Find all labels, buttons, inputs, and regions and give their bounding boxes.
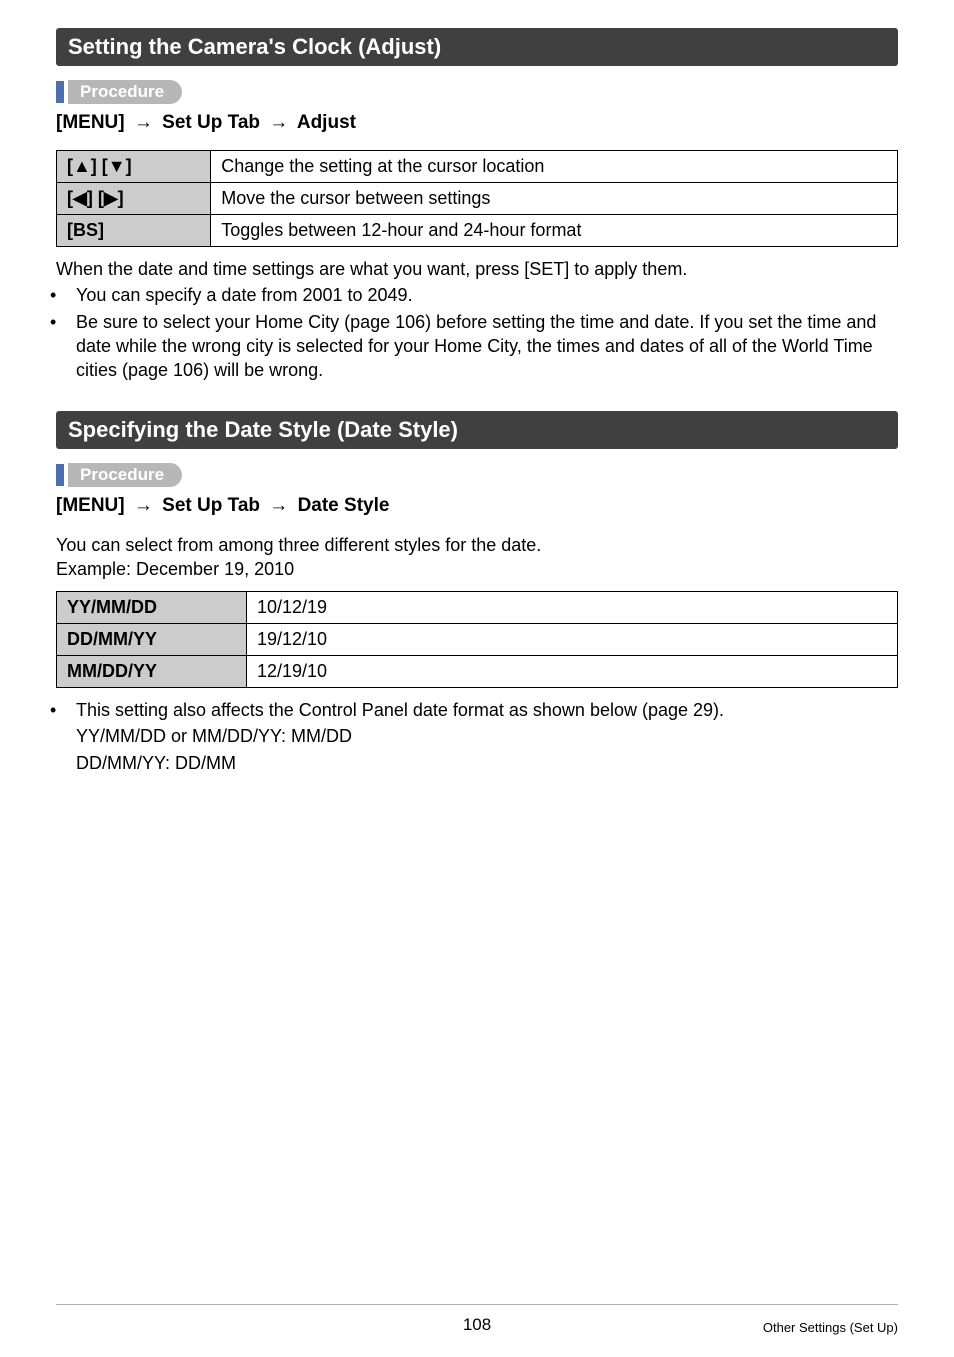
menu-path-2: [MENU] → Set Up Tab → Date Style bbox=[56, 495, 898, 517]
section1-title: Setting the Camera's Clock (Adjust) bbox=[56, 28, 898, 66]
key-cell: [BS] bbox=[57, 215, 211, 247]
table-row: [◀] [▶] Move the cursor between settings bbox=[57, 183, 898, 215]
page-root: Setting the Camera's Clock (Adjust) Proc… bbox=[0, 0, 954, 1357]
procedure-accent-icon bbox=[56, 464, 64, 486]
section2-title: Specifying the Date Style (Date Style) bbox=[56, 411, 898, 449]
bullet-item: •This setting also affects the Control P… bbox=[56, 698, 898, 722]
menu-path-2-part2: Date Style bbox=[298, 495, 390, 516]
bullet-sub: YY/MM/DD or MM/DD/YY: MM/DD bbox=[56, 724, 898, 748]
footer-section-label: Other Settings (Set Up) bbox=[698, 1320, 898, 1335]
key-cell: MM/DD/YY bbox=[57, 656, 247, 688]
arrow-icon: → bbox=[269, 112, 288, 134]
bullet-text: DD/MM/YY: DD/MM bbox=[76, 753, 236, 773]
desc-cell: Toggles between 12-hour and 24-hour form… bbox=[211, 215, 898, 247]
key-cell: [▲] [▼] bbox=[57, 151, 211, 183]
bullet-text: You can specify a date from 2001 to 2049… bbox=[76, 285, 413, 305]
page-number: 108 bbox=[256, 1315, 698, 1335]
table-row: [BS] Toggles between 12-hour and 24-hour… bbox=[57, 215, 898, 247]
arrow-icon: → bbox=[134, 112, 153, 134]
bullet-sub: DD/MM/YY: DD/MM bbox=[56, 751, 898, 775]
section1-paragraph: When the date and time settings are what… bbox=[56, 257, 898, 281]
menu-path-1-part0: [MENU] bbox=[56, 112, 125, 133]
table-row: DD/MM/YY 19/12/10 bbox=[57, 624, 898, 656]
menu-path-1-part2: Adjust bbox=[297, 112, 356, 133]
menu-path-2-part0: [MENU] bbox=[56, 495, 125, 516]
clock-keys-table: [▲] [▼] Change the setting at the cursor… bbox=[56, 150, 898, 247]
bullet-text: Be sure to select your Home City (page 1… bbox=[76, 312, 876, 381]
desc-cell: Change the setting at the cursor locatio… bbox=[211, 151, 898, 183]
section2-intro1: You can select from among three differen… bbox=[56, 533, 898, 557]
procedure-label-1: Procedure bbox=[68, 80, 182, 104]
menu-path-1-part1: Set Up Tab bbox=[162, 112, 260, 133]
arrow-icon: → bbox=[134, 495, 153, 517]
page-footer: 108 Other Settings (Set Up) bbox=[56, 1304, 898, 1335]
procedure-row-1: Procedure bbox=[56, 80, 898, 104]
key-cell: DD/MM/YY bbox=[57, 624, 247, 656]
bullet-item: •Be sure to select your Home City (page … bbox=[56, 310, 898, 383]
procedure-accent-icon bbox=[56, 81, 64, 103]
key-cell: YY/MM/DD bbox=[57, 592, 247, 624]
bullet-text: This setting also affects the Control Pa… bbox=[76, 700, 724, 720]
desc-cell: Move the cursor between settings bbox=[211, 183, 898, 215]
table-row: YY/MM/DD 10/12/19 bbox=[57, 592, 898, 624]
date-style-table: YY/MM/DD 10/12/19 DD/MM/YY 19/12/10 MM/D… bbox=[56, 591, 898, 688]
menu-path-2-part1: Set Up Tab bbox=[162, 495, 260, 516]
procedure-row-2: Procedure bbox=[56, 463, 898, 487]
bullet-item: •You can specify a date from 2001 to 204… bbox=[56, 283, 898, 307]
arrow-icon: → bbox=[269, 495, 288, 517]
val-cell: 10/12/19 bbox=[247, 592, 898, 624]
val-cell: 19/12/10 bbox=[247, 624, 898, 656]
bullet-text: YY/MM/DD or MM/DD/YY: MM/DD bbox=[76, 726, 352, 746]
procedure-label-2: Procedure bbox=[68, 463, 182, 487]
key-cell: [◀] [▶] bbox=[57, 183, 211, 215]
val-cell: 12/19/10 bbox=[247, 656, 898, 688]
table-row: MM/DD/YY 12/19/10 bbox=[57, 656, 898, 688]
section2-intro2: Example: December 19, 2010 bbox=[56, 557, 898, 581]
table-row: [▲] [▼] Change the setting at the cursor… bbox=[57, 151, 898, 183]
menu-path-1: [MENU] → Set Up Tab → Adjust bbox=[56, 112, 898, 134]
